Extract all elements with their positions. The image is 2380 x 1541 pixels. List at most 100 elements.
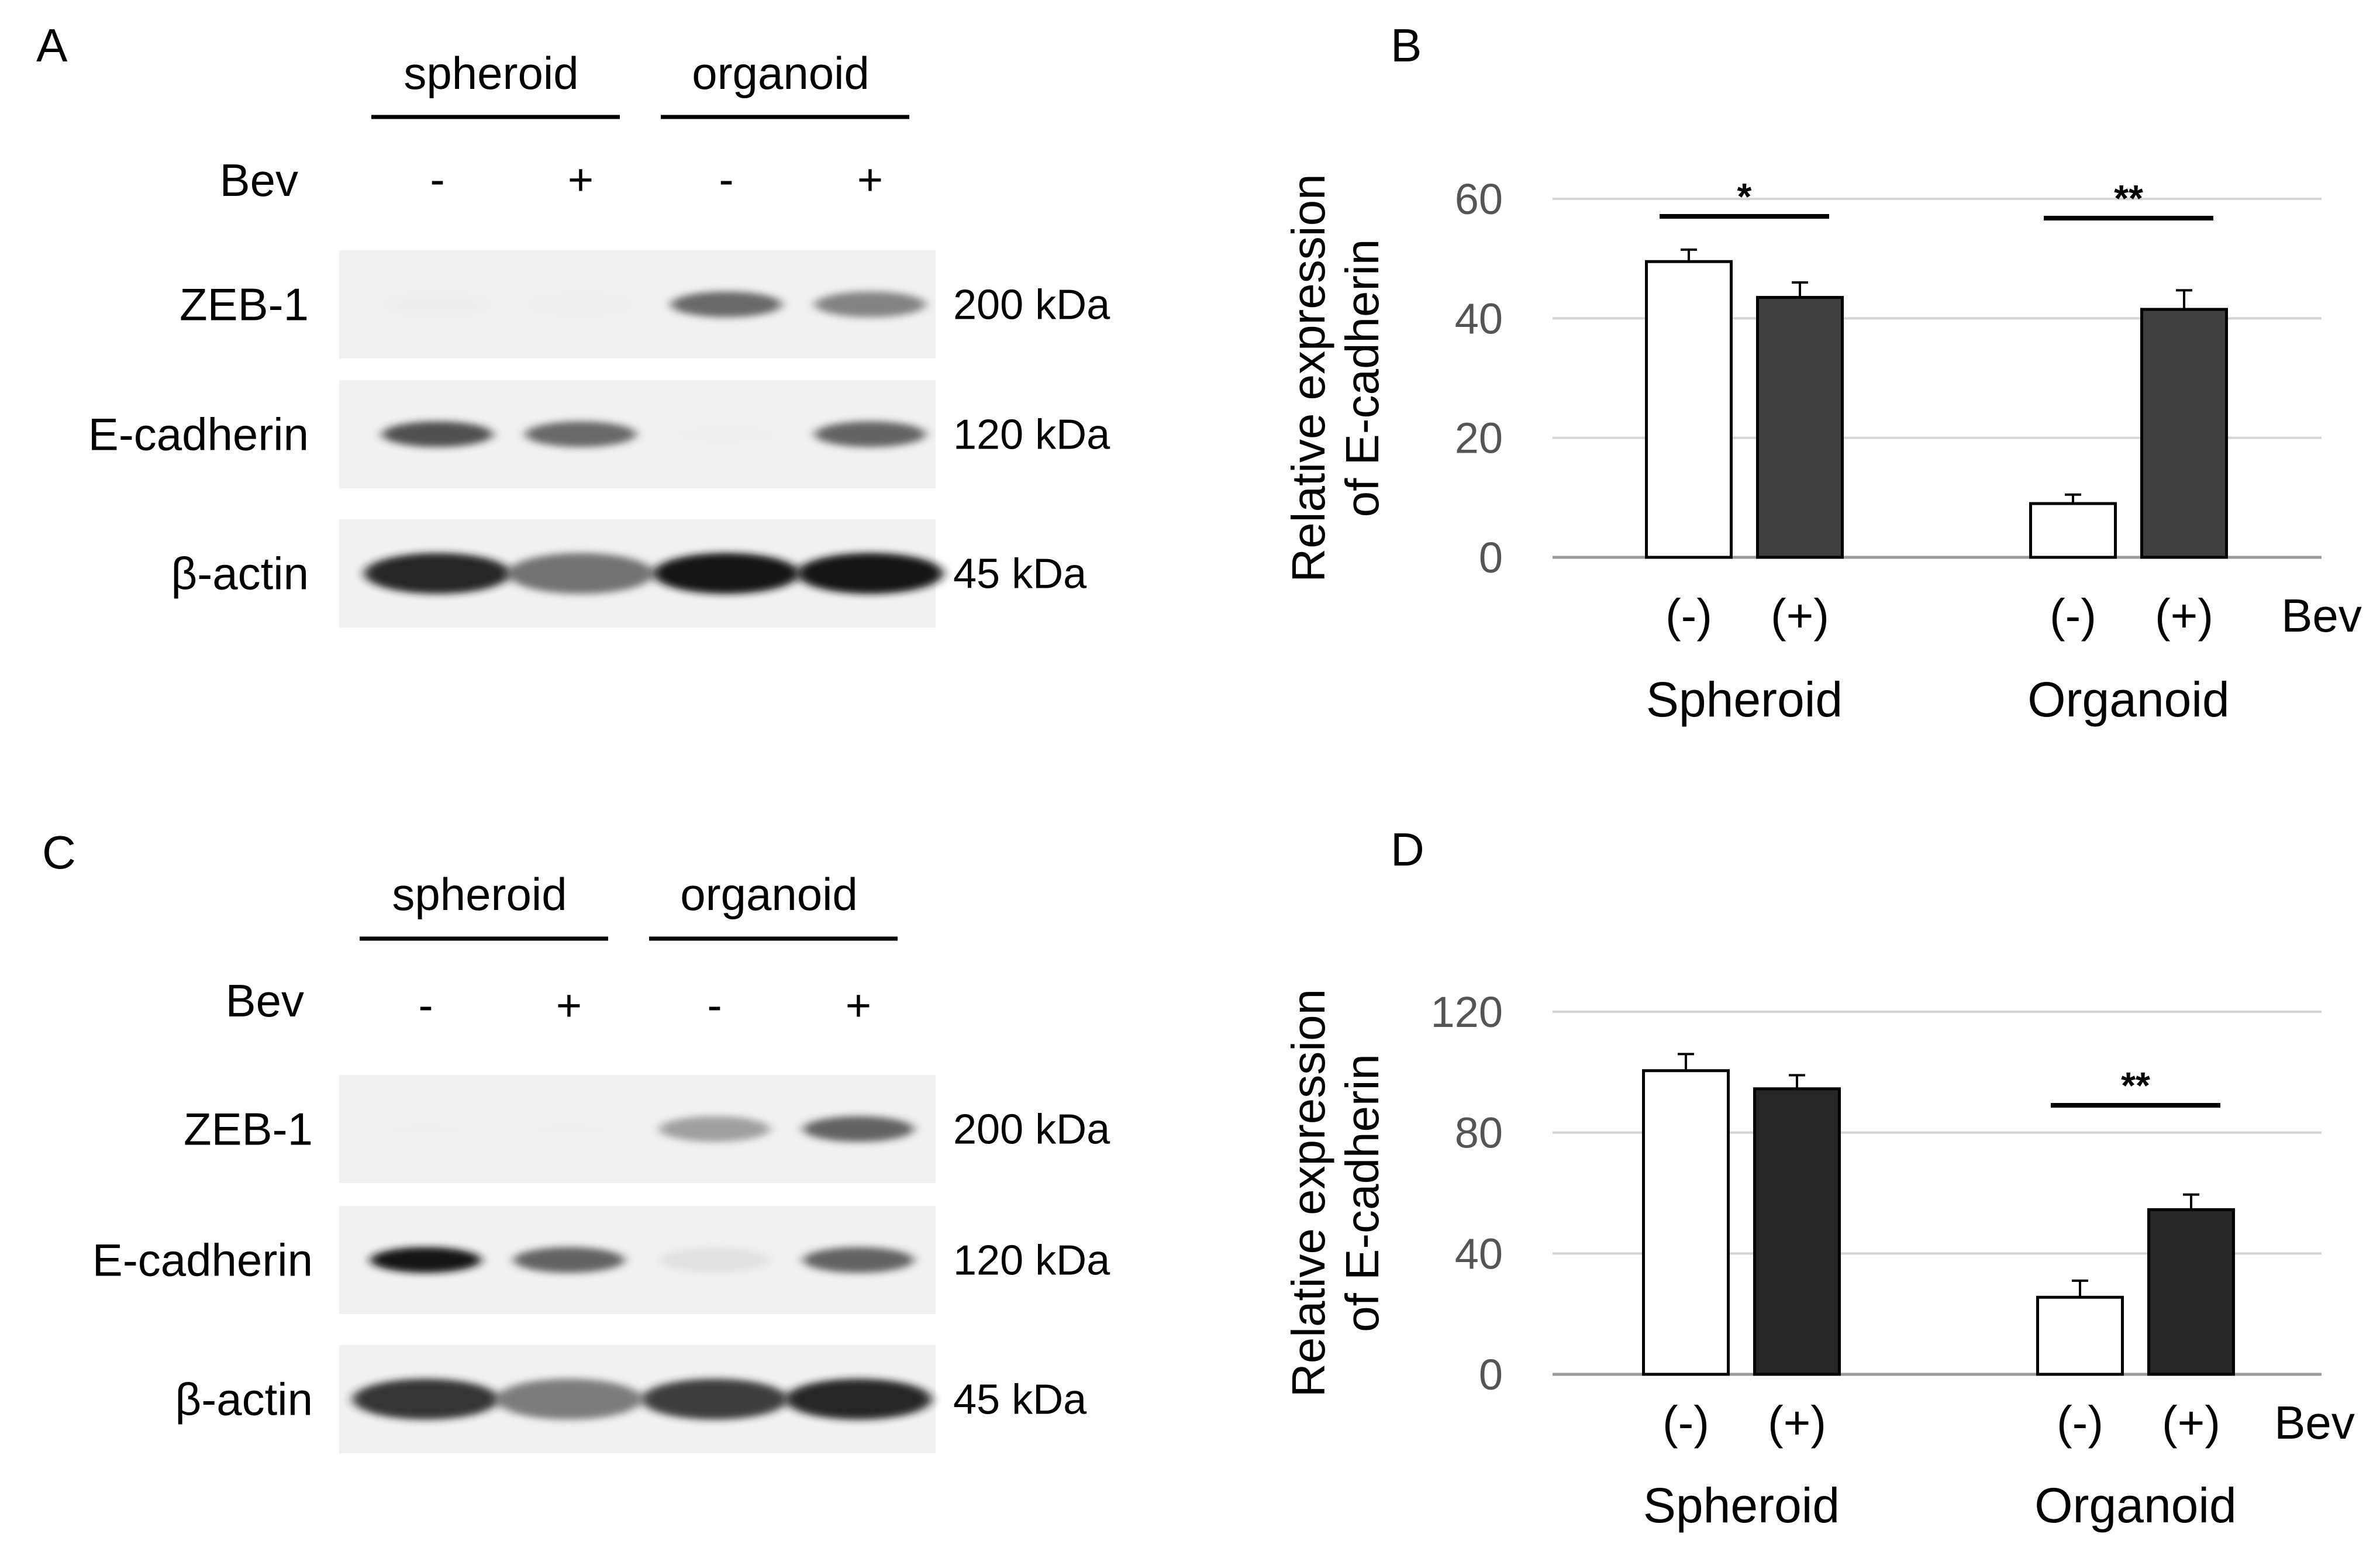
y-tick-label: 40 — [1455, 294, 1503, 343]
bar — [1645, 260, 1733, 559]
blot-band — [641, 1378, 788, 1420]
panel-a-letter: A — [36, 19, 68, 71]
blot-band — [353, 1378, 499, 1420]
significance-marker: ** — [2114, 177, 2143, 219]
significance-marker: ** — [2121, 1064, 2150, 1106]
blot-band — [513, 1247, 625, 1273]
treatment-label: Bev — [226, 975, 304, 1026]
blot-row: E-cadherin 120 kDa — [92, 1206, 1110, 1314]
lane-sign-2: + — [556, 981, 582, 1030]
blot-band — [364, 553, 511, 594]
y-tick-label: 0 — [1479, 533, 1503, 582]
blot-band — [797, 553, 943, 594]
y-axis-label-line: of E-cadherin — [1336, 239, 1388, 518]
y-tick-label: 60 — [1455, 175, 1503, 223]
group-label: Spheroid — [1646, 672, 1843, 727]
blot-band — [659, 1116, 770, 1142]
bar-chart-b: 0 20 40 60 Relative expressionof E-cadherin (… — [1282, 174, 2362, 727]
panel-c-letter: C — [42, 826, 76, 878]
molecular-weight-label: 200 kDa — [953, 1106, 1110, 1153]
blot-band — [671, 421, 782, 447]
lane-sign-4: + — [846, 981, 871, 1030]
category-label: (+) — [1768, 1397, 1826, 1449]
molecular-weight-label: 120 kDa — [953, 412, 1110, 458]
panel-b-letter: B — [1391, 19, 1422, 71]
bar — [2029, 502, 2117, 559]
blot-band — [671, 291, 782, 318]
y-axis-label: Relative expressionof E-cadherin — [1282, 174, 1388, 582]
panel-c: C spheroid organoid Bev - + - + ZEB-1 200… — [42, 826, 1110, 1453]
group-label: Organoid — [2034, 1478, 2237, 1533]
blot-band — [653, 553, 799, 594]
treatment-label: Bev — [2274, 1397, 2355, 1449]
category-label: (-) — [1665, 589, 1712, 642]
protein-label: E-cadherin — [92, 1235, 313, 1286]
category-label: (+) — [2155, 589, 2213, 642]
y-axis-label-line: Relative expression — [1282, 989, 1334, 1397]
blot-row: ZEB-1 200 kDa — [184, 1075, 1110, 1183]
molecular-weight-label: 120 kDa — [953, 1237, 1110, 1284]
blot-band — [815, 291, 926, 318]
y-tick-label: 40 — [1455, 1229, 1503, 1278]
blot-band — [370, 1116, 481, 1142]
panel-d-letter: D — [1391, 823, 1424, 875]
bar — [1642, 1069, 1730, 1376]
protein-label: E-cadherin — [88, 409, 309, 460]
panel-a: A spheroid organoid Bev - + - + ZEB-1 200… — [36, 19, 1110, 628]
bar — [2147, 1208, 2235, 1376]
molecular-weight-label: 45 kDa — [953, 1377, 1087, 1423]
blot-band — [659, 1247, 770, 1273]
blot-row: β-actin 45 kDa — [175, 1345, 1087, 1453]
category-label: (+) — [2162, 1397, 2220, 1449]
blot-row: ZEB-1 200 kDa — [180, 250, 1110, 358]
y-axis-label-line: Relative expression — [1282, 174, 1334, 582]
y-axis-label: Relative expressionof E-cadherin — [1282, 989, 1388, 1397]
bar — [1753, 1087, 1841, 1376]
significance-marker: * — [1737, 175, 1752, 218]
molecular-weight-label: 45 kDa — [953, 551, 1087, 598]
protein-label: ZEB-1 — [180, 279, 309, 330]
blot-row: E-cadherin 120 kDa — [88, 380, 1110, 488]
blot-band — [803, 1116, 914, 1142]
treatment-label: Bev — [220, 154, 298, 206]
blot-band — [513, 1116, 625, 1142]
category-label: (+) — [1771, 589, 1829, 642]
blot-band — [815, 421, 926, 447]
category-label: (-) — [1662, 1397, 1709, 1449]
protein-label: β-actin — [171, 548, 309, 599]
protein-label: β-actin — [175, 1374, 313, 1425]
blot-band — [382, 291, 493, 318]
y-tick-label: 20 — [1455, 414, 1503, 463]
panel-b: B 0 20 40 60 Relative expressionof E-cadheri… — [1282, 19, 2362, 727]
y-tick-label: 80 — [1455, 1109, 1503, 1157]
blot-strips: ZEB-1 200 kDa E-cadherin 120 kDa β-actin 45 k… — [92, 1075, 1110, 1453]
bar — [1756, 296, 1844, 559]
blot-band — [803, 1247, 914, 1273]
blot-band — [785, 1378, 932, 1420]
lane-sign-1: - — [418, 981, 433, 1030]
group-label-organoid: organoid — [680, 868, 858, 920]
lane-sign-4: + — [857, 155, 883, 205]
group-label: Spheroid — [1643, 1478, 1840, 1533]
lane-sign-2: + — [568, 155, 594, 205]
blot-row: β-actin 45 kDa — [171, 519, 1087, 628]
molecular-weight-label: 200 kDa — [953, 282, 1110, 329]
blot-band — [508, 553, 654, 594]
category-label: (-) — [2057, 1397, 2103, 1449]
y-tick-label: 0 — [1479, 1350, 1503, 1399]
blot-band — [496, 1378, 642, 1420]
bar — [2036, 1295, 2124, 1376]
lane-sign-3: - — [707, 981, 722, 1030]
y-tick-label: 120 — [1431, 988, 1503, 1036]
protein-label: ZEB-1 — [184, 1104, 313, 1155]
blot-band — [525, 421, 636, 447]
bar-chart-d: 0 40 80 120 Relative expressionof E-cadherin… — [1282, 988, 2355, 1533]
panel-d: D 0 40 80 120 Relative expressionof E-cadher… — [1282, 823, 2355, 1533]
group-label-spheroid: spheroid — [403, 47, 578, 99]
treatment-label: Bev — [2281, 589, 2362, 642]
blot-band — [382, 421, 493, 447]
group-label: Organoid — [2027, 672, 2230, 727]
group-label-spheroid: spheroid — [392, 868, 567, 920]
blot-strips: ZEB-1 200 kDa E-cadherin 120 kDa β-actin 45 k… — [88, 250, 1110, 628]
